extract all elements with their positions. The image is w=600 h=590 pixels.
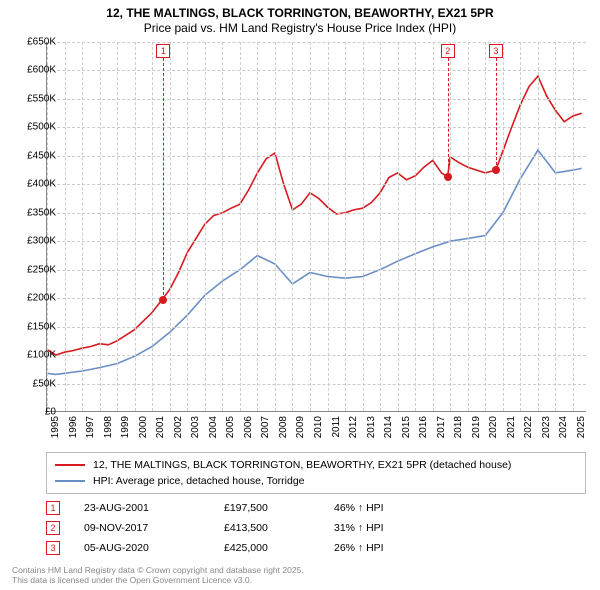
- y-tick-label: £250K: [16, 264, 56, 275]
- legend-swatch: [55, 480, 85, 482]
- sale-date: 09-NOV-2017: [84, 522, 224, 534]
- chart-area: 1 2 3: [46, 42, 586, 412]
- sale-marker-box: 2: [46, 521, 60, 535]
- y-tick-label: £650K: [16, 37, 56, 48]
- x-tick-label: 2005: [225, 416, 236, 446]
- sale-marker-box: 1: [156, 44, 170, 58]
- x-tick-label: 2004: [208, 416, 219, 446]
- x-tick-label: 2015: [401, 416, 412, 446]
- legend-label: 12, THE MALTINGS, BLACK TORRINGTON, BEAW…: [93, 459, 511, 471]
- sale-price: £197,500: [224, 502, 334, 514]
- title-address: 12, THE MALTINGS, BLACK TORRINGTON, BEAW…: [10, 6, 590, 20]
- y-tick-label: £500K: [16, 122, 56, 133]
- x-tick-label: 1996: [68, 416, 79, 446]
- x-tick-label: 2012: [348, 416, 359, 446]
- sale-marker-box: 2: [441, 44, 455, 58]
- y-tick-label: £550K: [16, 93, 56, 104]
- sale-row: 3 05-AUG-2020 £425,000 26% ↑ HPI: [46, 538, 434, 558]
- x-tick-label: 2024: [558, 416, 569, 446]
- x-tick-label: 1999: [120, 416, 131, 446]
- legend-label: HPI: Average price, detached house, Torr…: [93, 475, 305, 487]
- x-tick-label: 2002: [173, 416, 184, 446]
- x-tick-label: 2022: [523, 416, 534, 446]
- x-tick-label: 2019: [471, 416, 482, 446]
- x-tick-label: 2006: [243, 416, 254, 446]
- y-tick-label: £600K: [16, 65, 56, 76]
- sale-price: £413,500: [224, 522, 334, 534]
- x-tick-label: 2009: [295, 416, 306, 446]
- x-tick-label: 1998: [103, 416, 114, 446]
- x-tick-label: 2013: [366, 416, 377, 446]
- title-block: 12, THE MALTINGS, BLACK TORRINGTON, BEAW…: [0, 0, 600, 37]
- legend-swatch: [55, 464, 85, 466]
- x-tick-label: 2017: [436, 416, 447, 446]
- sale-marker-box: 1: [46, 501, 60, 515]
- sale-marker-box: 3: [46, 541, 60, 555]
- x-tick-label: 2011: [331, 416, 342, 446]
- legend: 12, THE MALTINGS, BLACK TORRINGTON, BEAW…: [46, 452, 586, 494]
- y-tick-label: £400K: [16, 179, 56, 190]
- y-tick-label: £150K: [16, 321, 56, 332]
- y-tick-label: £300K: [16, 236, 56, 247]
- x-tick-label: 2021: [506, 416, 517, 446]
- sale-marker-box: 3: [489, 44, 503, 58]
- footer-line: This data is licensed under the Open Gov…: [12, 575, 304, 586]
- sale-row: 2 09-NOV-2017 £413,500 31% ↑ HPI: [46, 518, 434, 538]
- sale-pct: 26% ↑ HPI: [334, 542, 434, 554]
- y-tick-label: £450K: [16, 150, 56, 161]
- sale-pct: 31% ↑ HPI: [334, 522, 434, 534]
- y-tick-label: £100K: [16, 350, 56, 361]
- sales-table: 1 23-AUG-2001 £197,500 46% ↑ HPI 2 09-NO…: [46, 498, 434, 558]
- plot-svg: [47, 42, 587, 412]
- sale-date: 23-AUG-2001: [84, 502, 224, 514]
- x-tick-label: 2003: [190, 416, 201, 446]
- x-tick-label: 2014: [383, 416, 394, 446]
- x-tick-label: 2016: [418, 416, 429, 446]
- y-tick-label: £350K: [16, 207, 56, 218]
- legend-item: 12, THE MALTINGS, BLACK TORRINGTON, BEAW…: [55, 457, 577, 473]
- sale-date: 05-AUG-2020: [84, 542, 224, 554]
- x-tick-label: 2020: [488, 416, 499, 446]
- sale-row: 1 23-AUG-2001 £197,500 46% ↑ HPI: [46, 498, 434, 518]
- x-tick-label: 1997: [85, 416, 96, 446]
- chart-container: 12, THE MALTINGS, BLACK TORRINGTON, BEAW…: [0, 0, 600, 590]
- plot: 1 2 3: [46, 42, 586, 412]
- sale-dot: [492, 166, 500, 174]
- x-tick-label: 2018: [453, 416, 464, 446]
- footer-line: Contains HM Land Registry data © Crown c…: [12, 565, 304, 576]
- legend-item: HPI: Average price, detached house, Torr…: [55, 473, 577, 489]
- x-tick-label: 2000: [138, 416, 149, 446]
- x-tick-label: 2025: [576, 416, 587, 446]
- sale-price: £425,000: [224, 542, 334, 554]
- sale-dot: [159, 296, 167, 304]
- footer: Contains HM Land Registry data © Crown c…: [12, 565, 304, 586]
- x-tick-label: 1995: [50, 416, 61, 446]
- x-tick-label: 2007: [260, 416, 271, 446]
- x-tick-label: 2023: [541, 416, 552, 446]
- y-tick-label: £200K: [16, 293, 56, 304]
- sale-dot: [444, 173, 452, 181]
- sale-pct: 46% ↑ HPI: [334, 502, 434, 514]
- x-tick-label: 2001: [155, 416, 166, 446]
- x-tick-label: 2008: [278, 416, 289, 446]
- title-subtitle: Price paid vs. HM Land Registry's House …: [10, 21, 590, 35]
- x-tick-label: 2010: [313, 416, 324, 446]
- y-tick-label: £50K: [16, 378, 56, 389]
